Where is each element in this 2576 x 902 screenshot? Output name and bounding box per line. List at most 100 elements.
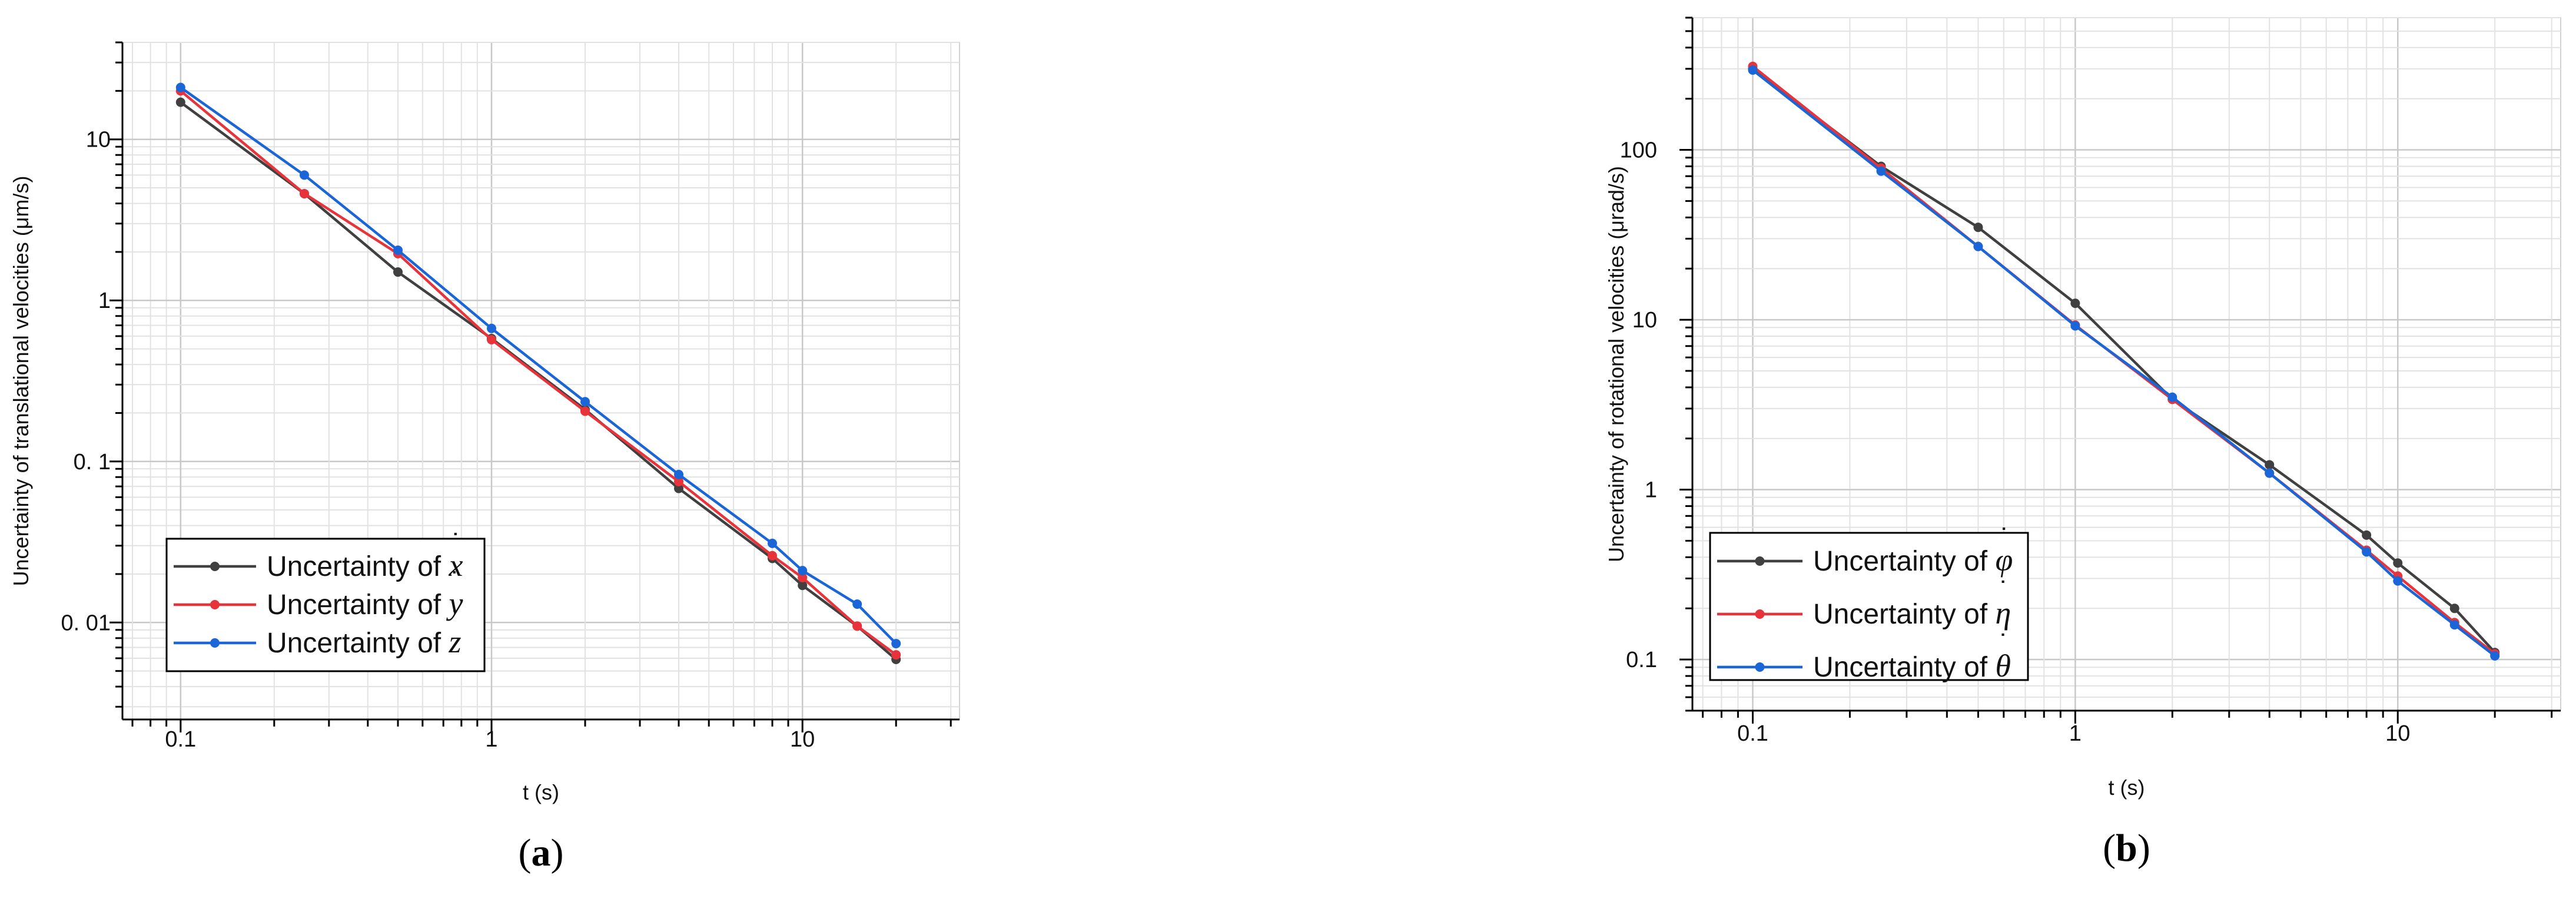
panel-label-paren-close: ) bbox=[2137, 827, 2150, 870]
legend-label: Uncertainty of θ bbox=[1813, 648, 2011, 684]
data-point bbox=[2070, 299, 2080, 309]
legend-label-dot: ˙ bbox=[451, 567, 460, 598]
series-line bbox=[180, 101, 897, 661]
legend-item: Uncertainty of y˙ bbox=[174, 567, 463, 621]
y-axis-title: Uncertainty of translational velocities … bbox=[9, 176, 33, 586]
data-point bbox=[798, 566, 808, 576]
data-point bbox=[674, 469, 684, 479]
legend-item: Uncertainty of θ˙ bbox=[1717, 629, 2011, 684]
panel-label-paren-close: ) bbox=[551, 831, 564, 874]
data-point bbox=[891, 650, 901, 660]
legend: Uncertainty of x˙Uncertainty of y˙Uncert… bbox=[165, 529, 486, 672]
data-point bbox=[768, 538, 778, 548]
legend-label: Uncertainty of φ bbox=[1813, 542, 2013, 578]
y-tick-label: 0. 1 bbox=[74, 450, 111, 475]
data-point bbox=[2265, 460, 2275, 470]
data-point bbox=[300, 188, 310, 198]
data-point bbox=[393, 245, 403, 255]
legend-swatch-marker bbox=[210, 600, 220, 609]
panel-label: (b) bbox=[2103, 827, 2150, 870]
data-point bbox=[852, 599, 862, 609]
panel-label: (a) bbox=[519, 831, 564, 874]
data-point bbox=[2070, 321, 2080, 331]
y-tick-label: 0.1 bbox=[1626, 648, 1657, 672]
legend-label-dot: ˙ bbox=[2000, 629, 2009, 661]
legend-swatch-marker bbox=[210, 562, 220, 571]
legend-label-symbol: η bbox=[1995, 595, 2011, 631]
legend-label-symbol: θ bbox=[1995, 648, 2011, 684]
y-tick-label: 10 bbox=[86, 128, 111, 152]
data-point bbox=[1876, 166, 1886, 176]
legend-label-prefix: Uncertainty of bbox=[1813, 599, 1995, 630]
data-point bbox=[300, 170, 310, 180]
legend-swatch-marker bbox=[1755, 662, 1765, 672]
y-axis-title: Uncertainty of rotational velocities (μr… bbox=[1604, 166, 1628, 562]
series-line bbox=[180, 86, 897, 645]
data-point bbox=[580, 397, 590, 407]
x-axis-title: t (s) bbox=[2109, 775, 2145, 800]
legend-label-prefix: Uncertainty of bbox=[267, 628, 449, 659]
data-point bbox=[852, 621, 862, 631]
x-axis-title: t (s) bbox=[523, 780, 559, 804]
y-tick-label: 0. 01 bbox=[61, 611, 111, 635]
series-3 bbox=[1748, 65, 2500, 661]
data-point bbox=[768, 551, 778, 561]
data-point bbox=[2362, 530, 2372, 540]
panel-label-letter: b bbox=[2116, 827, 2137, 870]
series-2 bbox=[175, 86, 901, 660]
data-point bbox=[487, 323, 497, 333]
data-point bbox=[175, 97, 185, 107]
panel-label-paren-open: ( bbox=[2103, 827, 2116, 870]
y-tick-label: 1 bbox=[1645, 478, 1657, 503]
data-point bbox=[798, 573, 808, 583]
data-point bbox=[2449, 603, 2459, 614]
legend-item: Uncertainty of x˙ bbox=[174, 529, 463, 583]
data-point bbox=[798, 581, 808, 591]
legend-label-symbol: φ bbox=[1995, 542, 2013, 578]
x-tick-label: 0.1 bbox=[1737, 721, 1768, 746]
x-tick-label: 1 bbox=[2069, 721, 2082, 746]
x-tick-label: 0.1 bbox=[165, 727, 196, 752]
data-point bbox=[891, 639, 901, 649]
chart-panel-b: 0.1 1 10 0.1 1 10 100 t (s) Uncertainty of rotat… bbox=[1604, 16, 2561, 870]
data-point bbox=[487, 335, 497, 345]
y-tick-label: 10 bbox=[1632, 308, 1657, 333]
y-tick-label: 100 bbox=[1620, 138, 1657, 163]
legend-label-prefix: Uncertainty of bbox=[267, 589, 449, 621]
data-point bbox=[2167, 392, 2177, 402]
legend-label: Uncertainty of η bbox=[1813, 595, 2011, 631]
data-point bbox=[2449, 620, 2459, 630]
data-point bbox=[2393, 576, 2403, 586]
legend-label: Uncertainty of z bbox=[267, 624, 461, 659]
legend-item: Uncertainty of φ˙ bbox=[1717, 523, 2013, 578]
data-point bbox=[580, 406, 590, 416]
legend-label-dot: ˙ bbox=[2000, 523, 2010, 555]
legend-item: Uncertainty of z˙ bbox=[174, 605, 461, 659]
axis-ticks bbox=[1679, 16, 2553, 724]
data-point bbox=[2393, 558, 2403, 568]
panel-label-letter: a bbox=[532, 831, 551, 874]
data-point bbox=[2265, 468, 2275, 478]
legend-label-symbol: y bbox=[446, 586, 463, 621]
legend-swatch-marker bbox=[1755, 609, 1765, 619]
legend-label-prefix: Uncertainty of bbox=[1813, 546, 1995, 577]
legend-label-prefix: Uncertainty of bbox=[267, 551, 449, 582]
legend-label-symbol: z bbox=[448, 624, 461, 659]
chart-panel-a: 0.1 1 10 0. 01 0. 1 1 10 t (s) Uncertainty of tr… bbox=[9, 41, 960, 874]
legend-swatch-marker bbox=[1755, 556, 1765, 566]
series-3 bbox=[175, 82, 901, 649]
legend-label-dot: ˙ bbox=[451, 605, 460, 636]
series-line bbox=[1752, 68, 2496, 654]
x-tick-label: 10 bbox=[790, 727, 815, 752]
x-tick-label: 1 bbox=[485, 727, 497, 752]
legend-label-dot: ˙ bbox=[452, 529, 462, 560]
data-point bbox=[2490, 651, 2500, 661]
data-point bbox=[1973, 241, 1983, 251]
legend-label: Uncertainty of y bbox=[267, 586, 463, 621]
series-line bbox=[180, 89, 897, 656]
y-tick-label: 1 bbox=[98, 288, 111, 313]
grid bbox=[122, 42, 960, 719]
legend-swatch-marker bbox=[210, 638, 220, 648]
data-point bbox=[674, 483, 684, 493]
